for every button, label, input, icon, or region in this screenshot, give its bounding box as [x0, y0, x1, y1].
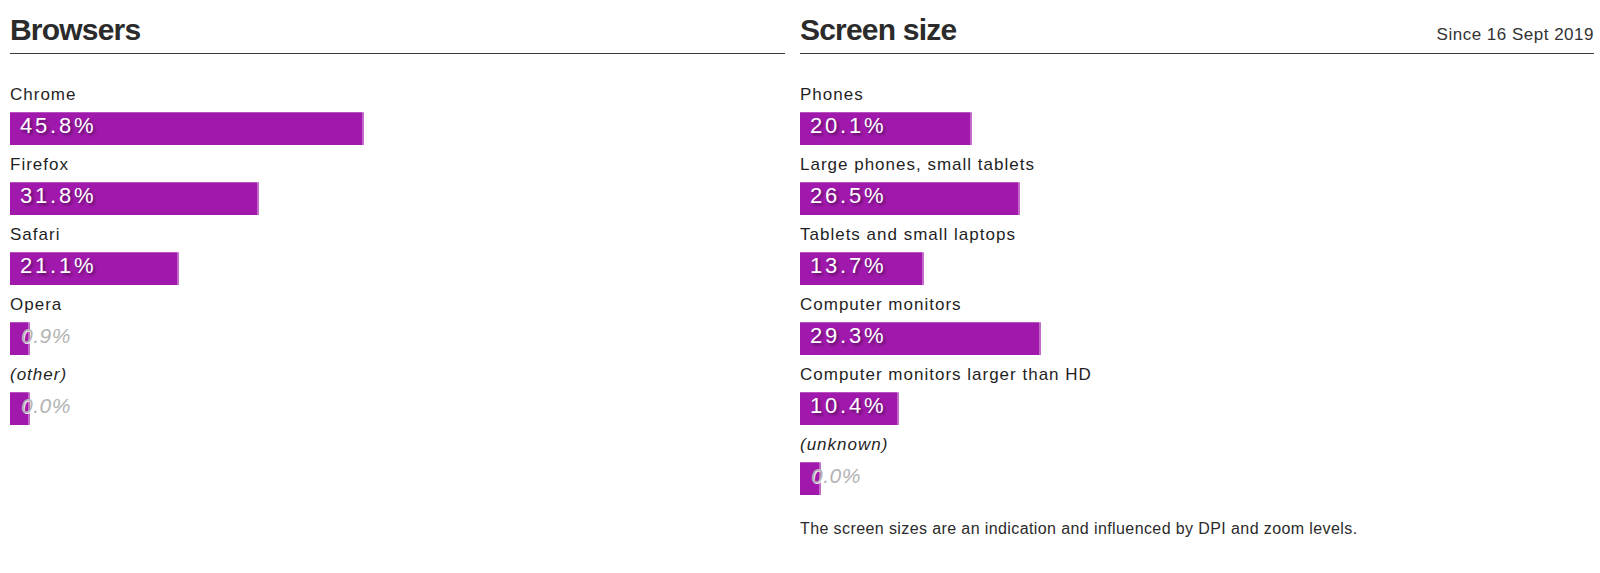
bar-row: Chrome 45.8%: [10, 85, 785, 145]
bar-value: 26.5%: [810, 180, 886, 212]
bar-row: Computer monitors 29.3%: [800, 295, 1594, 355]
bar-track: 13.7%: [800, 252, 1594, 285]
bar-value: 31.8%: [20, 180, 96, 212]
bar-track: 0.0%: [10, 392, 785, 425]
bar-track: 21.1%: [10, 252, 785, 285]
bar-label: (unknown): [800, 435, 1594, 454]
browsers-bar-list: Chrome 45.8% Firefox 31.8% Safari 21.1% Opera 0…: [10, 85, 785, 425]
bar-track: 26.5%: [800, 182, 1594, 215]
bar-value: 13.7%: [810, 250, 886, 282]
bar-value: 0.9%: [21, 320, 71, 352]
bar-row: (unknown) 0.0%: [800, 435, 1594, 495]
screen-size-header: Screen size Since 16 Sept 2019: [800, 0, 1594, 54]
bar-track: 10.4%: [800, 392, 1594, 425]
since-date: Since 16 Sept 2019: [1437, 25, 1594, 45]
bar-track: 29.3%: [800, 322, 1594, 355]
bar-value: 20.1%: [810, 110, 886, 142]
bar-row: Safari 21.1%: [10, 225, 785, 285]
screen-size-footnote: The screen sizes are an indication and i…: [800, 520, 1594, 538]
bar-row: Large phones, small tablets 26.5%: [800, 155, 1594, 215]
bar-row: Tablets and small laptops 13.7%: [800, 225, 1594, 285]
bar-row: Phones 20.1%: [800, 85, 1594, 145]
bar-track: 31.8%: [10, 182, 785, 215]
screen-size-panel: Screen size Since 16 Sept 2019 Phones 20.…: [800, 0, 1594, 538]
bar-row: Firefox 31.8%: [10, 155, 785, 215]
bar-value: 0.0%: [21, 390, 71, 422]
screen-size-title: Screen size: [800, 14, 956, 45]
bar-label: Computer monitors larger than HD: [800, 365, 1594, 384]
bar-track: 0.9%: [10, 322, 785, 355]
bar-label: Tablets and small laptops: [800, 225, 1594, 244]
bar-value: 29.3%: [810, 320, 886, 352]
bar-track: 20.1%: [800, 112, 1594, 145]
bar-label: Safari: [10, 225, 785, 244]
bar-value: 45.8%: [20, 110, 96, 142]
bar-label: Computer monitors: [800, 295, 1594, 314]
bar-value: 0.0%: [811, 460, 861, 492]
bar-label: Chrome: [10, 85, 785, 104]
browsers-header: Browsers: [10, 0, 785, 54]
bar-label: Opera: [10, 295, 785, 314]
bar-track: 45.8%: [10, 112, 785, 145]
bar-row: Opera 0.9%: [10, 295, 785, 355]
bar-label: Phones: [800, 85, 1594, 104]
bar-value: 10.4%: [810, 390, 886, 422]
bar-track: 0.0%: [800, 462, 1594, 495]
bar-row: Computer monitors larger than HD 10.4%: [800, 365, 1594, 425]
bar-label: Firefox: [10, 155, 785, 174]
browsers-title: Browsers: [10, 14, 140, 45]
bar-label: Large phones, small tablets: [800, 155, 1594, 174]
bar-label: (other): [10, 365, 785, 384]
screen-size-bar-list: Phones 20.1% Large phones, small tablets 26…: [800, 85, 1594, 495]
browsers-panel: Browsers Chrome 45.8% Firefox 31.8% Safari 21…: [10, 0, 785, 435]
bar-value: 21.1%: [20, 250, 96, 282]
bar-row: (other) 0.0%: [10, 365, 785, 425]
